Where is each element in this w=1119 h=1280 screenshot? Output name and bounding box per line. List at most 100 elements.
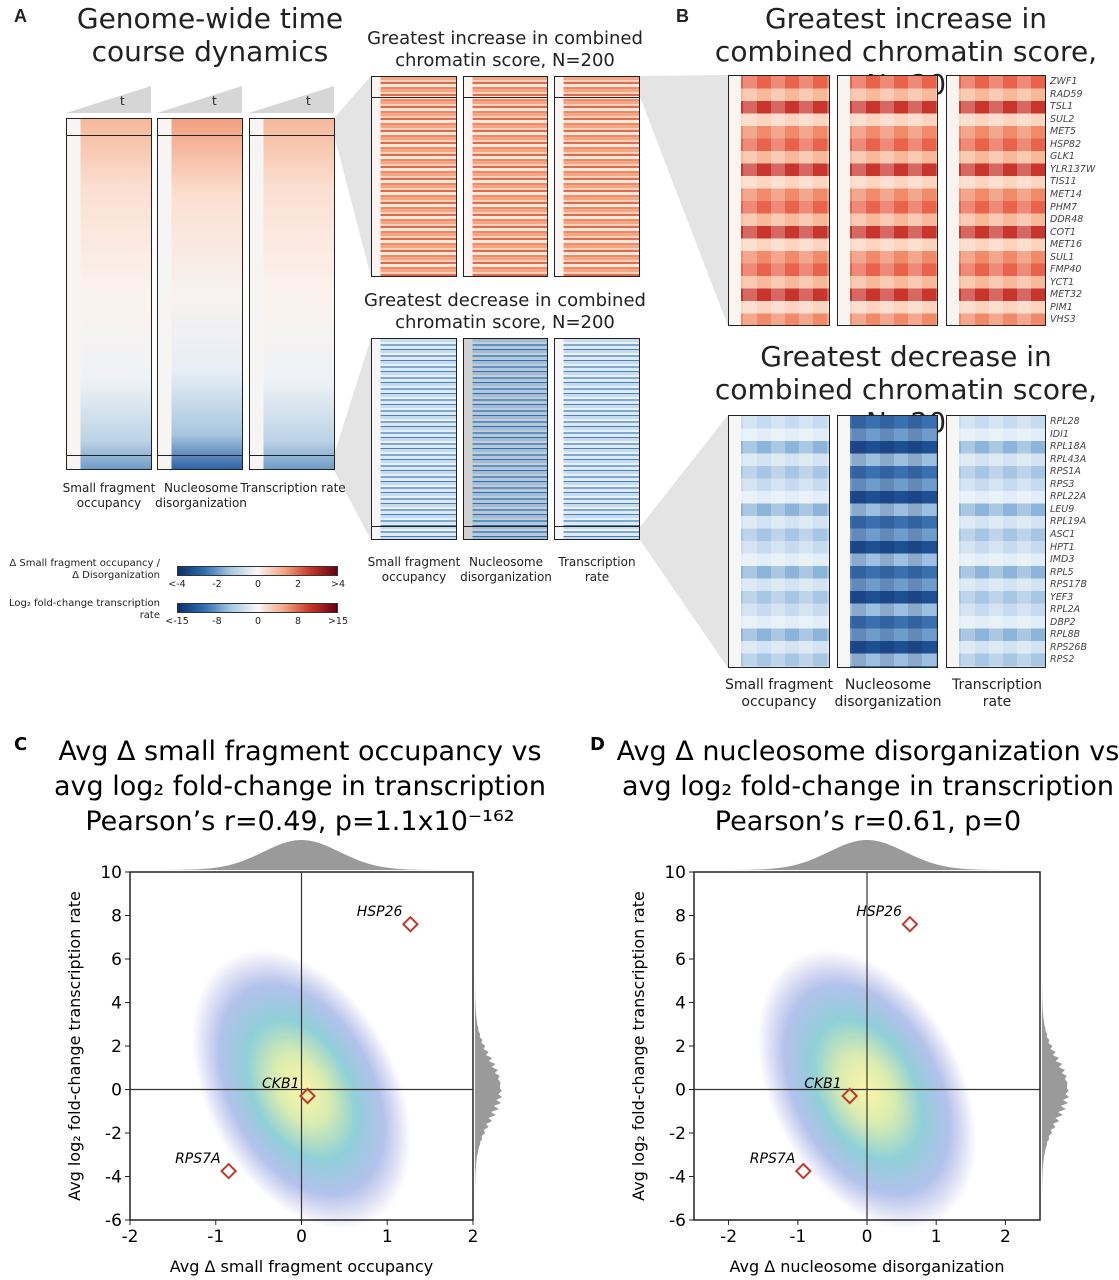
colorbar-tick: 2	[294, 579, 302, 590]
y-tick-label: 2	[111, 1037, 122, 1057]
colorbar-tick: 8	[294, 616, 302, 627]
highlight-point	[841, 1087, 859, 1105]
marginal-density	[475, 872, 503, 1220]
x-tick-label: 1	[931, 1227, 942, 1247]
x-tick-label: 0	[862, 1227, 873, 1247]
time-wedge	[157, 86, 242, 113]
heatmap	[728, 415, 830, 668]
gene-label: VHS3	[1050, 314, 1076, 326]
highlight-point	[299, 1087, 316, 1105]
point-label: HSP26	[357, 904, 403, 920]
heatmap	[249, 118, 335, 470]
gene-label: YEF3	[1050, 591, 1074, 603]
y-axis-label: Avg log₂ fold-change transcription rate	[65, 891, 84, 1201]
y-tick-label: -4	[669, 1168, 686, 1188]
gene-label: IMD3	[1050, 554, 1075, 566]
column-label: Small fragment occupancy	[367, 555, 461, 584]
gene-label: PHM7	[1050, 201, 1078, 213]
chart-title: Avg Δ small fragment occupancy vs	[58, 736, 541, 767]
gene-label: RPL28	[1050, 416, 1080, 427]
chart-subtitle: Pearson’s r=0.49, p=1.1x10⁻¹⁶²	[85, 806, 514, 837]
x-tick-label: 2	[468, 1227, 479, 1247]
colorbar-tick: <-4	[168, 579, 186, 590]
gene-label: RPL22A	[1050, 491, 1087, 503]
column-label: Transcription rate	[558, 555, 636, 584]
point-label: RPS7A	[750, 1151, 796, 1167]
colorbar-tick: -8	[212, 616, 222, 627]
gene-label: MET5	[1050, 126, 1077, 138]
y-tick-label: 0	[675, 1081, 686, 1101]
column-label: Nucleosome disorganization	[155, 481, 247, 510]
time-label: t	[306, 94, 311, 108]
gene-label: RPS3	[1050, 478, 1075, 490]
gene-label: RPL18A	[1050, 441, 1087, 453]
gene-label: YCT1	[1050, 276, 1075, 288]
y-tick-label: 2	[675, 1037, 686, 1057]
y-tick-label: 8	[111, 907, 122, 927]
zoom-connector	[640, 415, 728, 668]
column-label: Small fragment occupancy	[62, 481, 156, 510]
panel-title: Genome-wide time course dynamics	[76, 2, 344, 68]
gene-label: RPL5	[1050, 566, 1074, 578]
gene-label: RPL2A	[1050, 604, 1081, 616]
colorbar	[177, 603, 338, 613]
panel-letter: D	[590, 734, 605, 755]
heatmap	[554, 76, 640, 277]
gene-label: MET16	[1050, 239, 1083, 251]
gene-label: PIM1	[1050, 301, 1073, 313]
gene-label: MET32	[1050, 289, 1083, 301]
connector-layer	[66, 75, 728, 668]
y-tick-label: 8	[675, 907, 686, 927]
colorbar-tick: <-15	[165, 616, 189, 627]
highlight-point	[220, 1162, 238, 1180]
heatmap	[946, 75, 1046, 326]
y-tick-label: -2	[105, 1124, 122, 1144]
gene-label: SUL1	[1050, 251, 1075, 263]
colorbar-tick: >15	[327, 616, 349, 627]
y-tick-label: -6	[669, 1211, 686, 1231]
colorbar-label: Δ Small fragment occupancy / Δ Disorgani…	[9, 558, 160, 581]
y-tick-label: -4	[105, 1168, 122, 1188]
y-axis-label: Avg log₂ fold-change transcription rate	[629, 891, 648, 1201]
heatmap	[946, 415, 1046, 668]
zoom-connector	[640, 75, 728, 326]
gene-label: GLK1	[1050, 151, 1075, 163]
chart-title: avg log₂ fold-change in transcription	[54, 771, 546, 802]
marginal-density	[130, 840, 473, 870]
x-tick-label: -2	[720, 1227, 737, 1247]
heatmap	[554, 338, 640, 540]
y-tick-label: 4	[111, 994, 122, 1014]
gene-label: RPL8B	[1050, 629, 1081, 641]
x-tick-label: -2	[122, 1227, 139, 1247]
highlight-point	[401, 915, 419, 933]
time-wedge	[249, 86, 334, 113]
colorbar-tick: 0	[254, 579, 262, 590]
gene-label: RPS1A	[1050, 466, 1081, 478]
marginal-density	[694, 840, 1040, 870]
panel-letter: A	[14, 6, 27, 26]
scatter-panels: C Avg Δ small fragment occupancy vs avg lo…	[14, 734, 1119, 1276]
column-label: Small fragment occupancy	[724, 677, 834, 710]
gene-label: RPS26B	[1050, 641, 1087, 653]
x-tick-label: 1	[382, 1227, 393, 1247]
gene-label: YLR137W	[1050, 163, 1096, 175]
heatmap	[463, 338, 548, 540]
time-label: t	[120, 94, 125, 108]
chart-title: avg log₂ fold-change in transcription	[622, 771, 1114, 802]
gene-label: LEU9	[1050, 503, 1075, 515]
gene-label: ASC1	[1050, 528, 1076, 540]
heatmap	[66, 118, 152, 470]
heatmap	[371, 76, 457, 277]
gene-label: COT1	[1050, 226, 1076, 238]
y-tick-label: 10	[664, 863, 686, 883]
column-label: Transcription rate	[240, 481, 346, 495]
gene-label: DDR48	[1050, 214, 1084, 226]
heatmap	[371, 338, 457, 540]
heatmap	[837, 415, 938, 668]
gene-label: HSP82	[1050, 138, 1081, 150]
section-title: Greatest increase in combined chromatin …	[367, 28, 643, 71]
colorbar-label: Log₂ fold-change transcription rate	[8, 598, 160, 621]
highlight-point	[901, 915, 919, 933]
point-label: HSP26	[856, 904, 902, 920]
y-tick-label: -6	[105, 1211, 122, 1231]
